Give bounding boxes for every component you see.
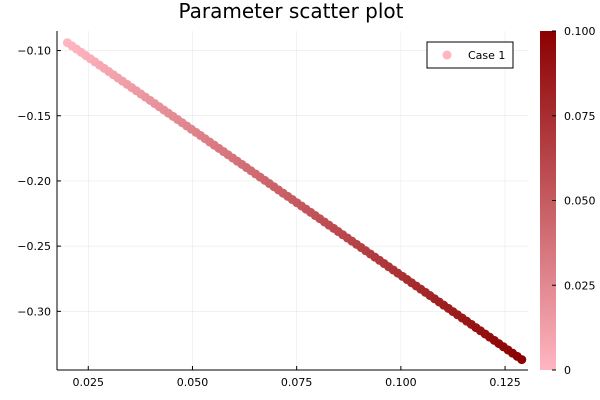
colorbar-tick-label: 0.050	[564, 195, 596, 208]
colorbar-tick-label: 0	[564, 364, 571, 377]
colorbar-tick-label: 0.075	[564, 110, 596, 123]
y-tick-label: −0.30	[17, 305, 51, 318]
y-tick-label: −0.20	[17, 175, 51, 188]
scatter-point	[517, 355, 527, 365]
x-tick-label: 0.075	[281, 376, 313, 389]
legend-label: Case 1	[468, 49, 505, 62]
x-tick-label: 0.025	[73, 376, 105, 389]
legend-box	[426, 41, 514, 69]
y-tick-label: −0.10	[17, 45, 51, 58]
colorbar-tick-label: 0.025	[564, 279, 596, 292]
legend-marker	[442, 50, 452, 60]
x-tick-label: 0.100	[385, 376, 417, 389]
colorbar: 0 0.025 0.050 0.075 0.100	[540, 25, 596, 377]
colorbar-tick-label: 0.100	[564, 25, 596, 38]
y-tick-label: −0.15	[17, 110, 51, 123]
y-tick-label: −0.25	[17, 240, 51, 253]
chart-title: Parameter scatter plot	[179, 0, 404, 23]
axes: 0.025 0.050 0.075 0.100 0.125 −0.10 −0.15 −0.20…	[17, 31, 528, 389]
x-tick-label: 0.125	[489, 376, 521, 389]
scatter-points	[62, 38, 527, 365]
legend: Case 1	[426, 41, 514, 69]
x-tick-label: 0.050	[177, 376, 209, 389]
